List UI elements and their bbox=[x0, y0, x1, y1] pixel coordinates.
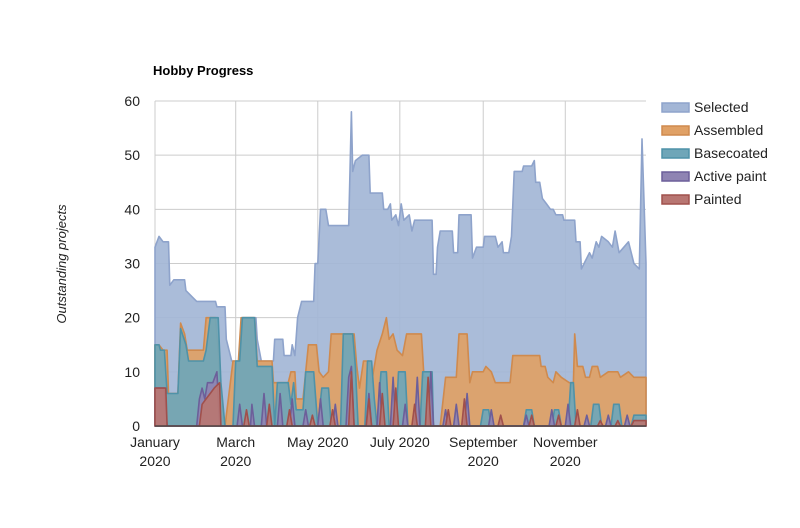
x-tick-label: July 2020 bbox=[370, 434, 430, 450]
legend-label-selected: Selected bbox=[694, 99, 748, 115]
x-tick-label-year: 2020 bbox=[220, 453, 251, 469]
series-area-basecoated bbox=[154, 316, 647, 427]
legend-label-basecoated: Basecoated bbox=[694, 145, 768, 161]
series-areas bbox=[154, 111, 647, 427]
legend-swatch-basecoated bbox=[661, 148, 690, 159]
y-tick-label: 40 bbox=[124, 201, 140, 217]
legend-swatch-selected bbox=[661, 102, 690, 113]
y-tick-label: 50 bbox=[124, 147, 140, 163]
axes: 0 10 20 30 40 50 60 January 2020 March 2020 May 202… bbox=[124, 93, 646, 469]
chart-title: Hobby Progress bbox=[153, 63, 253, 78]
legend-label-painted: Painted bbox=[694, 191, 741, 207]
x-tick-label-year: 2020 bbox=[550, 453, 581, 469]
series-area-selected bbox=[154, 111, 647, 427]
legend-label-assembled: Assembled bbox=[694, 122, 763, 138]
legend: Selected Assembled Basecoated Active paint P… bbox=[661, 99, 768, 207]
x-tick-label-year: 2020 bbox=[139, 453, 170, 469]
legend-swatch-active-paint bbox=[661, 171, 690, 182]
y-tick-label: 30 bbox=[124, 256, 140, 272]
legend-label-active-paint: Active paint bbox=[694, 168, 766, 184]
series-area-painted bbox=[154, 371, 647, 427]
legend-swatch-assembled bbox=[661, 125, 690, 136]
x-tick-label: May 2020 bbox=[287, 434, 349, 450]
y-tick-label: 20 bbox=[124, 310, 140, 326]
y-tick-label: 60 bbox=[124, 93, 140, 109]
y-axis-title: Outstanding projects bbox=[54, 204, 69, 324]
x-tick-label: November bbox=[533, 434, 598, 450]
x-tick-label-year: 2020 bbox=[468, 453, 499, 469]
y-tick-label: 0 bbox=[132, 418, 140, 434]
x-tick-label: January bbox=[130, 434, 180, 450]
legend-swatch-painted bbox=[661, 194, 690, 205]
x-tick-label: September bbox=[449, 434, 518, 450]
y-tick-label: 10 bbox=[124, 364, 140, 380]
x-tick-label: March bbox=[216, 434, 255, 450]
